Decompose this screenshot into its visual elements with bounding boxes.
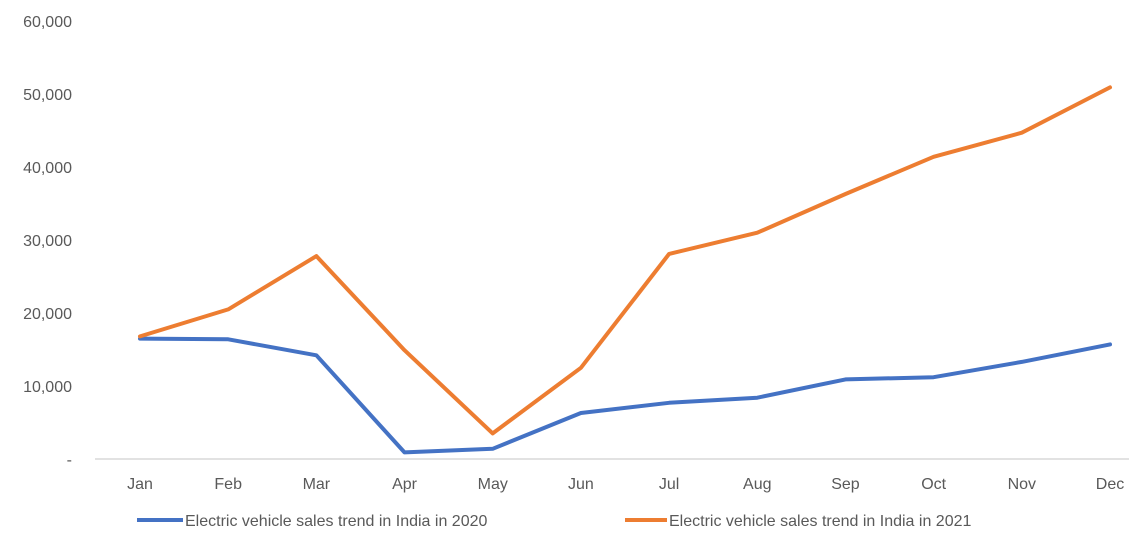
x-tick-label: Nov xyxy=(1008,476,1036,493)
legend: Electric vehicle sales trend in India in… xyxy=(137,513,971,530)
x-tick-label: Dec xyxy=(1096,476,1124,493)
y-tick-label: - xyxy=(67,452,72,469)
x-tick-label: Apr xyxy=(392,476,418,493)
x-tick-label: Jul xyxy=(659,476,679,493)
y-axis: - 10,000 20,000 30,000 40,000 50,000 60,000 xyxy=(23,14,72,469)
x-tick-label: May xyxy=(478,476,508,493)
x-tick-label: Oct xyxy=(921,476,946,493)
y-tick-label: 40,000 xyxy=(23,160,72,177)
y-tick-label: 10,000 xyxy=(23,379,72,396)
series-line-2021 xyxy=(138,85,1112,436)
y-tick-label: 60,000 xyxy=(23,14,72,31)
x-axis: Jan Feb Mar Apr May Jun Jul Aug Sep Oct Nov Dec xyxy=(95,458,1129,493)
series-line-2020 xyxy=(138,336,1112,455)
x-tick-label: Feb xyxy=(214,476,242,493)
x-tick-label: Mar xyxy=(303,476,331,493)
x-tick-label: Sep xyxy=(831,476,860,493)
x-tick-label: Aug xyxy=(743,476,771,493)
series-layer xyxy=(138,85,1112,455)
legend-label: Electric vehicle sales trend in India in… xyxy=(185,513,487,530)
y-tick-label: 20,000 xyxy=(23,306,72,323)
y-tick-label: 30,000 xyxy=(23,233,72,250)
x-tick-label: Jan xyxy=(127,476,153,493)
x-tick-label: Jun xyxy=(568,476,594,493)
y-tick-label: 50,000 xyxy=(23,87,72,104)
legend-label: Electric vehicle sales trend in India in… xyxy=(669,513,971,530)
